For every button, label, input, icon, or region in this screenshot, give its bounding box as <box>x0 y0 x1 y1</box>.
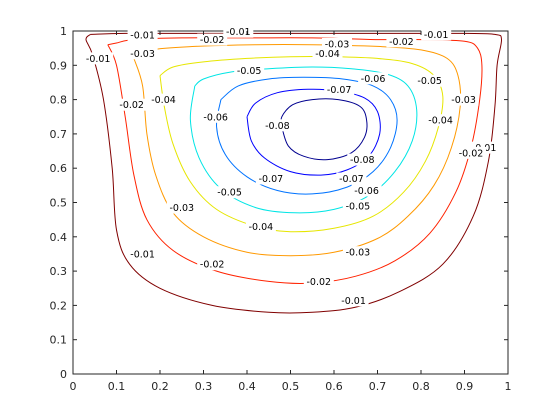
contour-label: -0.05 <box>237 66 262 77</box>
y-tick-label: 0.8 <box>50 94 68 107</box>
contour-label: -0.04 <box>315 49 340 60</box>
contour-label-bg <box>197 33 228 46</box>
contour-label-bg <box>262 119 293 132</box>
contour-label: -0.01 <box>130 31 155 42</box>
contour-label-bg <box>234 64 265 77</box>
contour-line <box>107 37 483 284</box>
contour-label: -0.03 <box>346 248 371 259</box>
contour-label-bg <box>214 186 245 199</box>
x-tick-label: 0.4 <box>238 380 256 393</box>
contour-label-bg <box>127 29 158 42</box>
contour-label: -0.03 <box>170 203 195 214</box>
contour-label-bg <box>322 38 352 50</box>
contour-label: -0.01 <box>424 30 449 41</box>
contour-line <box>159 55 444 233</box>
contour-label-bg <box>255 172 286 185</box>
contour-label-bg <box>456 146 486 159</box>
contour-label: -0.01 <box>226 27 251 38</box>
contour-label: -0.03 <box>130 49 155 60</box>
y-tick-label: 1 <box>60 25 67 38</box>
x-tick-label: 0.7 <box>369 380 387 393</box>
contour-label: -0.04 <box>151 95 176 106</box>
y-tick-label: 0.3 <box>50 265 68 278</box>
contour-label-bg <box>127 47 158 60</box>
contour-label-bg <box>448 93 479 106</box>
contour-label: -0.08 <box>350 155 375 166</box>
contour-label-bg <box>358 72 389 85</box>
contour-label-bg <box>166 201 197 214</box>
contour-label: -0.07 <box>327 85 352 96</box>
contour-label: -0.06 <box>361 74 386 85</box>
plot-area <box>72 30 509 375</box>
contour-label-bg <box>148 93 179 106</box>
contour-label: -0.05 <box>417 76 442 87</box>
contour-label: -0.01 <box>86 54 111 65</box>
contour-label: -0.05 <box>346 201 371 212</box>
contour-label: -0.02 <box>459 148 484 159</box>
contour-label-bg <box>351 184 382 197</box>
contour-line <box>246 88 381 176</box>
contour-label: -0.06 <box>203 112 228 123</box>
contour-label-bg <box>83 52 114 65</box>
y-tick-label: 0.1 <box>50 334 68 347</box>
contour-label: -0.01 <box>130 249 155 260</box>
contour-label-bg <box>223 25 254 38</box>
contour-label-bg <box>324 83 355 96</box>
contour-line <box>85 32 503 314</box>
contour-label: -0.05 <box>217 188 242 199</box>
x-axis: 0 0.1 0.2 0.3 0.4 0.5 0.6 0.7 0.8 0.9 1 <box>70 31 512 393</box>
y-tick-label: 0.7 <box>50 128 68 141</box>
contour-label-bg <box>200 110 231 123</box>
contour-labels: -0.01-0.01-0.01-0.01-0.01-0.01-0.01-0.02… <box>83 25 500 307</box>
x-tick-label: 0 <box>70 380 77 393</box>
x-tick-label: 0.5 <box>282 380 300 393</box>
contour-line <box>280 98 368 161</box>
y-tick-label: 0.6 <box>50 162 68 175</box>
y-axis: 0 0.1 0.2 0.3 0.4 0.5 0.6 0.7 0.8 0.9 1 <box>50 25 508 381</box>
contour-label-bg <box>347 153 378 166</box>
contour-label-bg <box>312 47 343 60</box>
contour-label-bg <box>245 220 276 233</box>
contour-label: -0.02 <box>307 277 332 288</box>
contour-label-bg <box>127 247 158 260</box>
contour-label-bg <box>197 258 228 271</box>
contour-label-bg <box>116 98 147 111</box>
x-tick-label: 0.6 <box>325 380 343 393</box>
x-tick-label: 0.3 <box>195 380 213 393</box>
contour-label: -0.07 <box>259 174 284 185</box>
contour-label: -0.04 <box>249 222 274 233</box>
y-tick-label: 0.9 <box>50 59 68 72</box>
contour-label: -0.02 <box>119 100 144 111</box>
contour-label: -0.04 <box>428 116 453 127</box>
y-tick-label: 0.4 <box>50 231 68 244</box>
contour-label-bg <box>425 114 456 127</box>
contour-label-bg <box>386 35 417 48</box>
contour-label-bg <box>421 28 452 41</box>
contour-label-bg <box>303 275 334 288</box>
contour-label: -0.06 <box>354 186 379 197</box>
x-tick-label: 1 <box>505 380 512 393</box>
contour-label-bg <box>414 74 445 87</box>
x-tick-label: 0.9 <box>456 380 474 393</box>
contour-label: -0.01 <box>341 296 366 307</box>
contour-label-bg <box>342 246 373 259</box>
y-tick-label: 0.2 <box>50 299 68 312</box>
contour-label: -0.07 <box>339 174 364 185</box>
contour-label-bg <box>342 199 373 212</box>
contour-label: -0.02 <box>200 35 225 46</box>
contour-line <box>216 76 398 195</box>
y-tick-label: 0.5 <box>50 197 68 210</box>
x-tick-label: 0.1 <box>108 380 126 393</box>
contour-label: -0.02 <box>389 37 414 48</box>
x-tick-label: 0.2 <box>151 380 169 393</box>
x-tick-label: 0.8 <box>412 380 430 393</box>
contour-label: -0.02 <box>200 260 225 271</box>
y-tick-label: 0 <box>60 368 67 381</box>
contour-label: -0.03 <box>325 40 350 51</box>
contour-label-bg <box>336 172 367 185</box>
contour-label: -0.08 <box>265 121 290 132</box>
contour-label-bg <box>338 294 369 307</box>
contour-label: -0.03 <box>451 95 476 106</box>
